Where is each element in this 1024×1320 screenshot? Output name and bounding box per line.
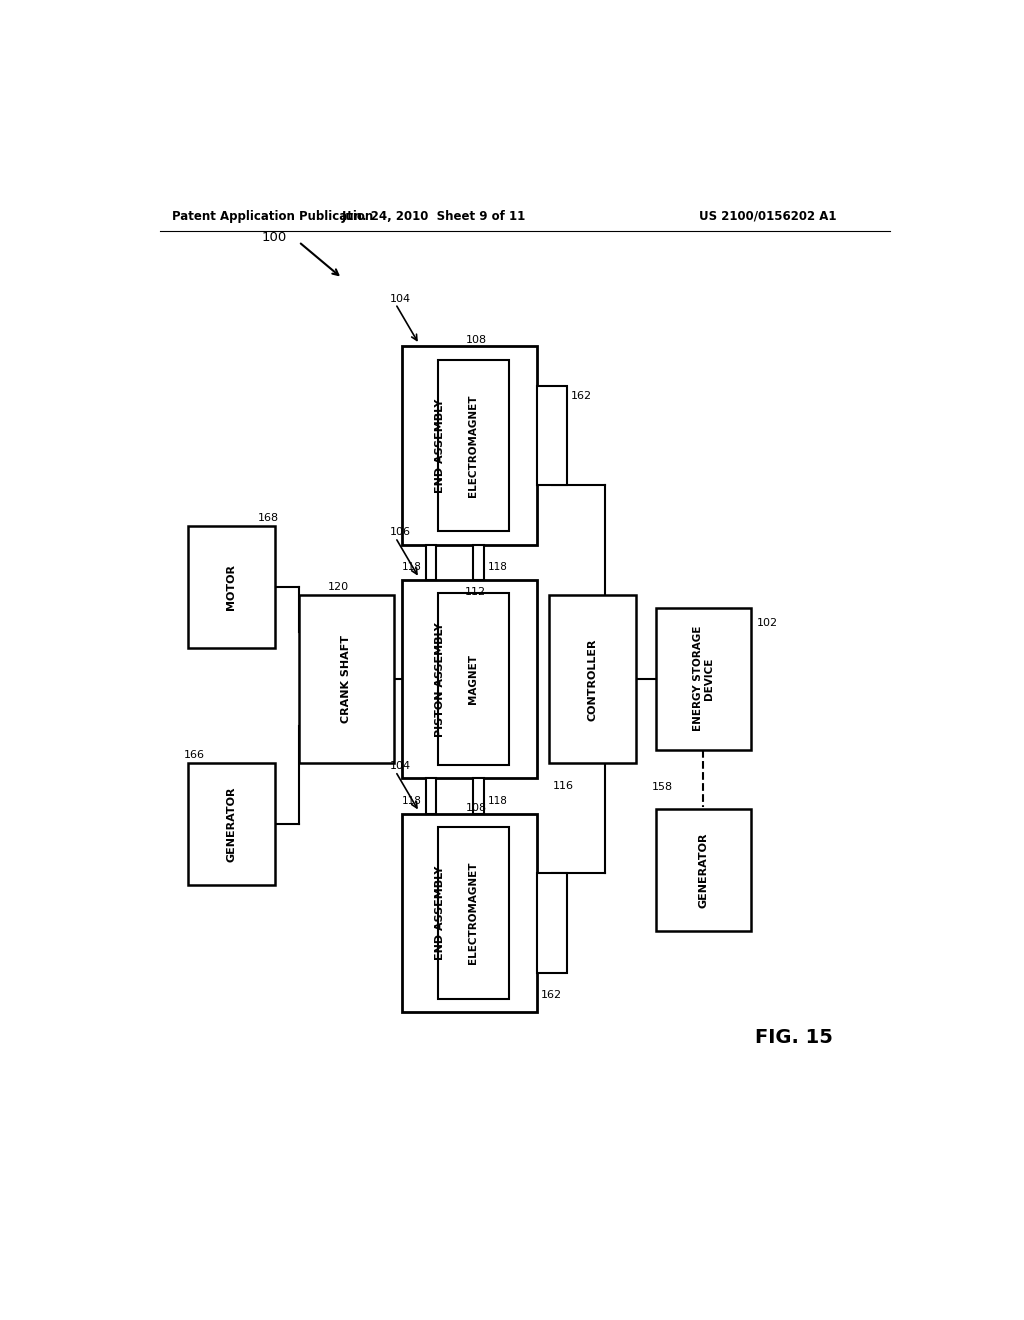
- Text: 120: 120: [328, 582, 349, 593]
- Bar: [473, 545, 483, 581]
- Text: GENERATOR: GENERATOR: [226, 787, 237, 862]
- Text: 118: 118: [487, 562, 507, 572]
- Bar: [537, 385, 567, 486]
- Text: GENERATOR: GENERATOR: [698, 832, 709, 908]
- Text: 104: 104: [390, 293, 411, 304]
- Bar: [537, 874, 567, 973]
- Bar: [187, 763, 274, 886]
- Text: Jun. 24, 2010  Sheet 9 of 11: Jun. 24, 2010 Sheet 9 of 11: [341, 210, 525, 223]
- Bar: [549, 595, 636, 763]
- Bar: [426, 779, 436, 814]
- Text: 100: 100: [261, 231, 287, 244]
- Text: FIG. 15: FIG. 15: [755, 1028, 833, 1047]
- Text: 162: 162: [542, 990, 562, 999]
- Text: MOTOR: MOTOR: [226, 565, 237, 610]
- Bar: [401, 581, 537, 779]
- Text: 108: 108: [466, 335, 487, 346]
- Text: ELECTROMAGNET: ELECTROMAGNET: [468, 862, 478, 965]
- Bar: [437, 828, 509, 999]
- Text: 116: 116: [553, 780, 573, 791]
- Bar: [655, 607, 751, 750]
- Text: ELECTROMAGNET: ELECTROMAGNET: [468, 395, 478, 496]
- Text: END ASSEMBLY: END ASSEMBLY: [434, 866, 444, 960]
- Text: 168: 168: [258, 513, 279, 523]
- Bar: [473, 779, 483, 814]
- Text: 118: 118: [487, 796, 507, 805]
- Bar: [401, 346, 537, 545]
- Text: 108: 108: [466, 803, 487, 813]
- Text: US 2100/0156202 A1: US 2100/0156202 A1: [699, 210, 837, 223]
- Text: 112: 112: [465, 587, 486, 598]
- Text: 106: 106: [390, 528, 411, 537]
- Text: CONTROLLER: CONTROLLER: [587, 638, 597, 721]
- Text: 158: 158: [652, 781, 673, 792]
- Text: 118: 118: [401, 562, 422, 572]
- Text: 118: 118: [401, 796, 422, 805]
- Bar: [437, 594, 509, 766]
- Bar: [401, 814, 537, 1012]
- Text: CRANK SHAFT: CRANK SHAFT: [341, 635, 351, 723]
- Text: 102: 102: [758, 618, 778, 628]
- Bar: [437, 359, 509, 532]
- Text: 166: 166: [183, 750, 205, 760]
- Text: Patent Application Publication: Patent Application Publication: [172, 210, 373, 223]
- Text: 104: 104: [390, 762, 411, 771]
- Bar: [299, 595, 394, 763]
- Text: ENERGY STORAGE
DEVICE: ENERGY STORAGE DEVICE: [692, 626, 714, 731]
- Bar: [655, 809, 751, 931]
- Text: PISTON ASSEMBLY: PISTON ASSEMBLY: [434, 622, 444, 737]
- Bar: [187, 527, 274, 648]
- Bar: [426, 545, 436, 581]
- Text: 162: 162: [570, 391, 592, 401]
- Text: END ASSEMBLY: END ASSEMBLY: [434, 399, 444, 492]
- Text: MAGNET: MAGNET: [468, 655, 478, 705]
